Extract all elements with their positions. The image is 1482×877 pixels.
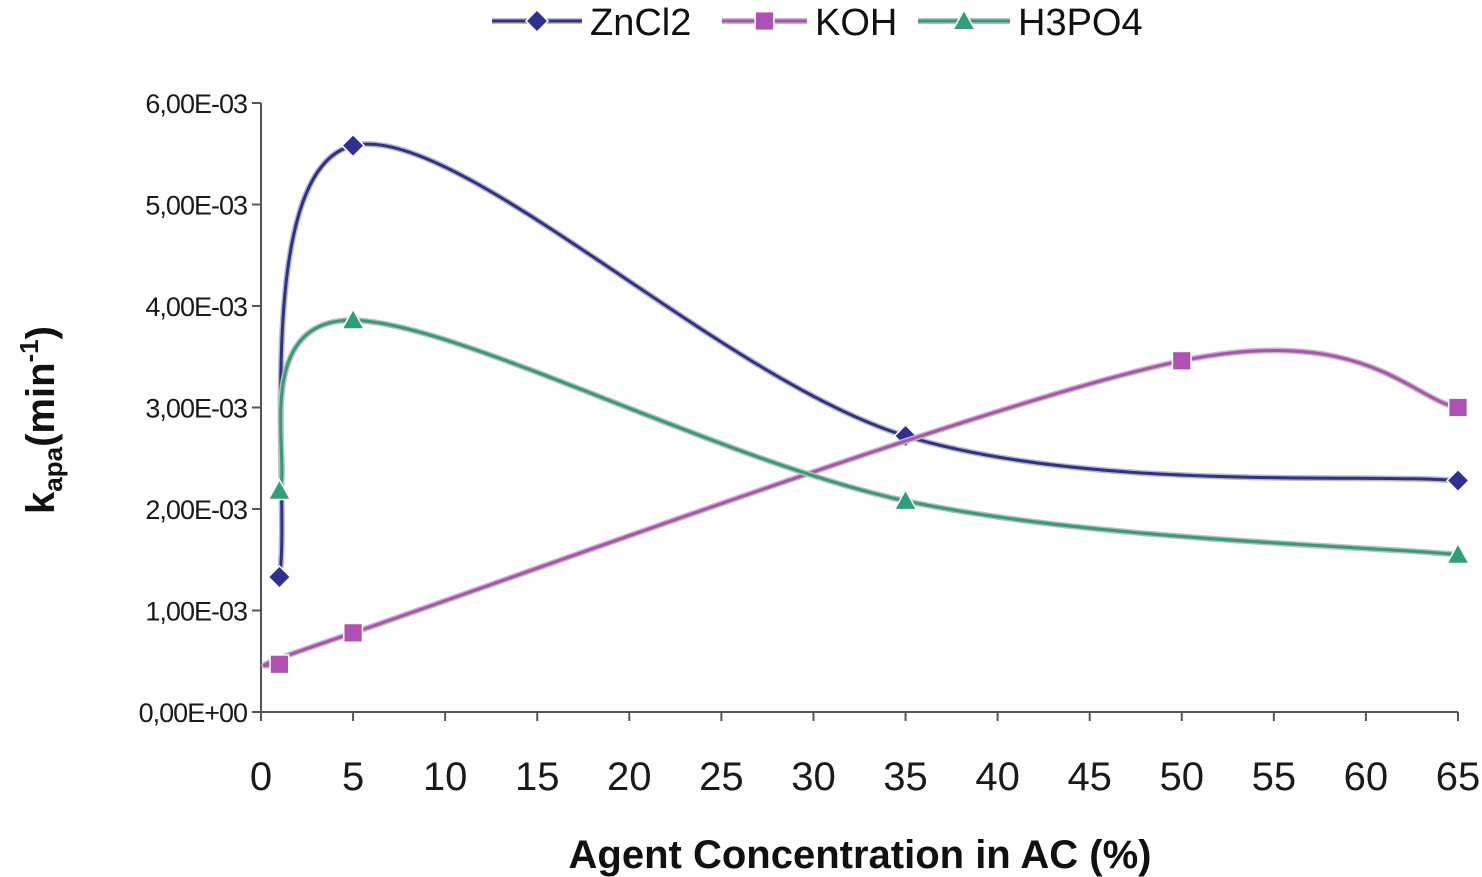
data-point-koh [1447,397,1469,418]
legend-marker-zncl2 [524,8,550,34]
y-ticks: 0,00E+00 1,00E-03 2,00E-03 3,00E-03 4,00E-03… [139,89,261,728]
x-tick-label: 10 [423,755,468,799]
x-tick-label: 65 [1436,755,1481,799]
data-point-koh [1171,350,1192,371]
legend-label-h3po4: H3PO4 [1018,2,1143,44]
x-tick-label: 60 [1344,755,1389,799]
series-line-koh [262,349,1459,668]
legend-marker-koh [754,10,775,32]
x-tick-label: 50 [1160,755,1205,799]
legend-item-h3po4: H3PO4 [918,2,1143,44]
legend-item-koh: KOH [722,2,897,44]
y-axis-title-subscript: apa [38,446,68,491]
legend-item-zncl2: ZnCl2 [492,2,691,44]
x-tick-label: 40 [975,755,1020,799]
x-tick-label: 0 [250,755,272,799]
series-koh [261,347,1469,675]
x-tick-label: 25 [699,755,744,799]
x-tick-label: 35 [883,755,928,799]
y-axis-title-unit: (min [19,362,63,446]
series-line-zncl2 [277,142,1459,578]
y-tick-label: 1,00E-03 [145,597,247,627]
series-line-shadow-h3po4 [276,317,1459,558]
y-tick-label: 5,00E-03 [145,191,247,221]
data-point-h3po4 [267,478,292,501]
y-tick-label: 4,00E-03 [145,292,247,322]
svg-text:kapa(min-1): kapa(min-1) [14,326,68,514]
legend-label-zncl2: ZnCl2 [590,2,691,44]
series-line-shadow-koh [261,347,1459,669]
data-point-zncl2 [341,133,366,158]
y-tick-label: 6,00E-03 [145,89,247,119]
x-ticks: 0 5 10 15 20 25 30 35 40 45 50 55 60 65 [250,712,1480,799]
data-point-h3po4 [1445,542,1471,565]
y-axis-title-superscript: -1 [14,339,44,362]
legend-label-koh: KOH [815,2,897,44]
x-tick-label: 5 [342,755,364,799]
x-tick-label: 20 [607,755,652,799]
axes [260,103,1458,713]
y-axis-title-close: ) [19,326,63,339]
series-layer [261,133,1471,675]
data-point-h3po4 [893,488,918,511]
data-point-koh [342,622,364,643]
y-axis-title-main: k [19,491,63,514]
x-tick-label: 55 [1252,755,1297,799]
x-tick-label: 15 [515,755,560,799]
data-point-h3po4 [340,307,366,330]
data-point-zncl2 [267,564,292,590]
series-line-h3po4 [278,318,1459,557]
y-tick-label: 3,00E-03 [145,394,247,424]
y-tick-label: 0,00E+00 [139,698,247,728]
y-tick-label: 2,00E-03 [145,495,247,525]
data-point-zncl2 [1445,468,1471,493]
legend: ZnCl2 KOH H3PO4 [492,2,1143,44]
data-point-koh [269,654,290,675]
x-tick-label: 30 [791,755,836,799]
x-tick-label: 45 [1067,755,1112,799]
x-axis-title: Agent Concentration in AC (%) [569,833,1152,877]
legend-marker-h3po4 [951,8,977,31]
series-h3po4 [267,307,1471,565]
series-zncl2 [267,133,1471,590]
series-line-shadow-zncl2 [276,141,1459,578]
y-axis-title: kapa(min-1) [14,326,68,514]
